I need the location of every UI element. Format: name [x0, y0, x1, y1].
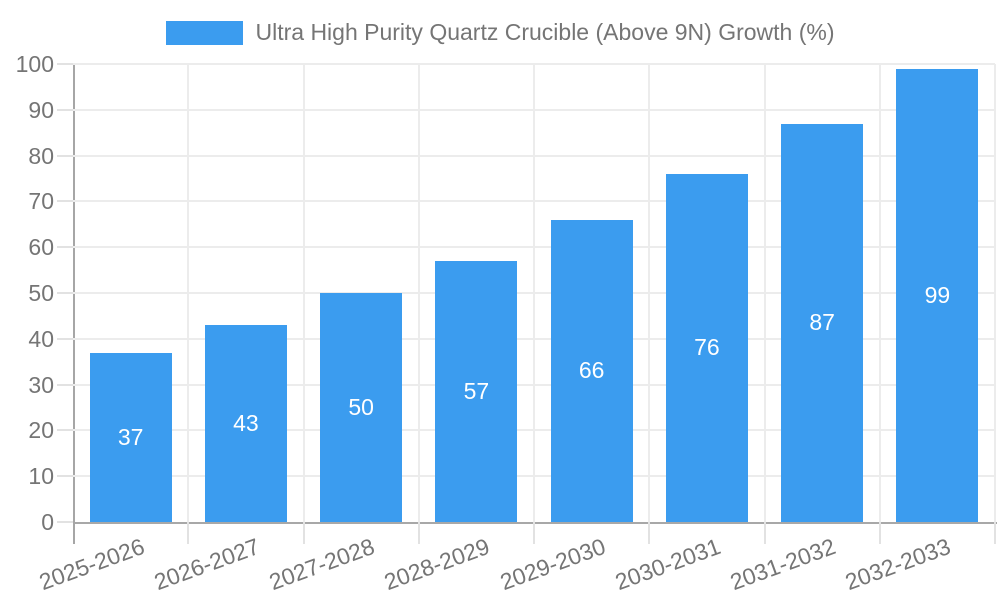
x-axis-tick	[187, 522, 190, 544]
y-axis-label: 40	[28, 325, 54, 352]
legend-swatch[interactable]	[165, 20, 243, 45]
y-axis-label: 20	[28, 417, 54, 444]
bar[interactable]: 57	[435, 260, 518, 522]
x-axis-tick	[994, 522, 996, 544]
bar-value-label: 57	[463, 377, 490, 404]
y-axis-label: 0	[41, 509, 54, 535]
y-axis-label: 50	[28, 280, 54, 306]
bar[interactable]: 43	[204, 325, 287, 522]
x-axis-tick	[302, 522, 305, 544]
y-axis-tick	[57, 383, 73, 386]
x-axis-tick	[533, 522, 535, 544]
y-axis-tick	[57, 246, 73, 249]
v-gridline	[878, 64, 881, 522]
v-gridline	[302, 64, 305, 522]
legend[interactable]: Ultra High Purity Quartz Crucible (Above…	[0, 19, 1000, 46]
y-axis-label: 70	[28, 188, 54, 215]
v-gridline	[648, 64, 651, 522]
bar-value-label: 76	[694, 334, 720, 361]
x-axis-tick	[878, 522, 881, 544]
v-gridline	[187, 64, 190, 522]
y-axis-label: 10	[28, 463, 54, 490]
y-axis-tick	[57, 429, 73, 432]
bar-value-label: 37	[117, 423, 144, 450]
y-axis-tick	[57, 200, 73, 203]
bar[interactable]: 66	[550, 219, 633, 522]
v-gridline	[994, 64, 996, 522]
x-axis-tick	[763, 522, 766, 544]
bar-value-label: 43	[233, 410, 259, 437]
y-axis-label: 30	[28, 371, 54, 398]
y-axis-tick	[57, 63, 73, 65]
v-gridline	[533, 64, 535, 522]
x-axis-tick	[648, 522, 651, 544]
bar-value-label: 50	[348, 394, 374, 420]
y-axis-tick	[57, 475, 73, 478]
y-axis-label: 100	[15, 51, 54, 77]
legend-label[interactable]: Ultra High Purity Quartz Crucible (Above…	[255, 19, 835, 45]
y-axis-label: 60	[28, 234, 54, 261]
bar[interactable]: 37	[89, 352, 172, 522]
bar-value-label: 99	[924, 281, 951, 308]
y-axis-tick	[57, 108, 73, 111]
y-axis-tick	[57, 521, 73, 523]
y-axis-label: 80	[28, 142, 54, 169]
bar[interactable]: 76	[665, 173, 748, 522]
bar[interactable]: 87	[781, 123, 864, 522]
x-axis-tick	[73, 522, 75, 544]
y-axis-tick	[57, 292, 73, 294]
x-axis-tick	[417, 522, 420, 544]
v-gridline	[763, 64, 766, 522]
bar[interactable]: 99	[896, 68, 979, 522]
bar-value-label: 66	[578, 357, 605, 384]
v-gridline	[417, 64, 420, 522]
y-axis-label: 90	[28, 96, 54, 123]
bar[interactable]: 50	[320, 293, 403, 522]
y-axis-tick	[57, 154, 73, 157]
y-axis-tick	[57, 337, 73, 340]
bar-value-label: 87	[809, 309, 835, 336]
plot-area	[73, 64, 997, 524]
